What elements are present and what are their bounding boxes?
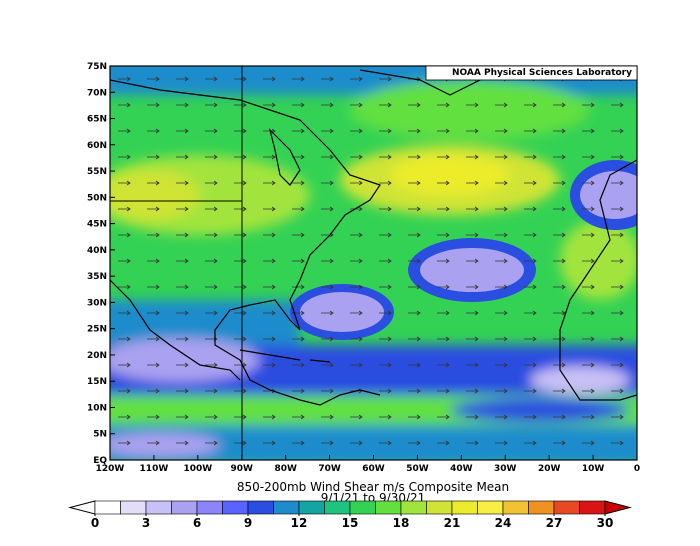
colorbar-box bbox=[120, 500, 147, 515]
colorbar-box bbox=[273, 500, 300, 515]
colorbar-label: 6 bbox=[193, 516, 201, 530]
shear-field bbox=[110, 66, 637, 460]
colorbar-box bbox=[324, 500, 351, 515]
colorbar-box bbox=[400, 500, 427, 515]
axes: 120W 110W 100W 90W 80W 70W 60W 50W 40W 30W 20W 10W 0… bbox=[87, 62, 640, 474]
colorbar-box bbox=[247, 500, 274, 515]
colorbar-box bbox=[298, 500, 325, 515]
x-tick-label: 100W bbox=[183, 464, 212, 474]
colorbar-label: 18 bbox=[393, 516, 410, 530]
y-tick-label: 20N bbox=[87, 351, 107, 361]
y-tick-label: 5N bbox=[93, 430, 107, 440]
colorbar-box bbox=[502, 500, 529, 515]
y-tick-label: 45N bbox=[87, 220, 107, 230]
colorbar-box bbox=[94, 500, 121, 515]
colorbar-box bbox=[222, 500, 249, 515]
colorbar-box bbox=[426, 500, 453, 515]
colorbar-label: 0 bbox=[91, 516, 99, 530]
colorbar-box bbox=[579, 500, 606, 515]
x-tick-label: 40W bbox=[450, 464, 473, 474]
y-tick-label: 75N bbox=[87, 62, 107, 72]
y-tick-label: 30N bbox=[87, 298, 107, 308]
credit-box bbox=[425, 65, 638, 81]
colorbar-over bbox=[604, 500, 632, 515]
colorbar-label: 9 bbox=[244, 516, 252, 530]
y-tick-label: 70N bbox=[87, 88, 107, 98]
colorbar-under bbox=[68, 500, 96, 515]
colorbar-box bbox=[375, 500, 402, 515]
colorbar-box bbox=[553, 500, 580, 515]
colorbar-box bbox=[451, 500, 478, 515]
colorbar-label: 12 bbox=[291, 516, 308, 530]
x-tick-label: 10W bbox=[582, 464, 605, 474]
x-tick-label: 120W bbox=[96, 464, 125, 474]
colorbar-box bbox=[196, 500, 223, 515]
x-tick-label: 90W bbox=[231, 464, 254, 474]
colorbar-box bbox=[477, 500, 504, 515]
colorbar-box bbox=[528, 500, 555, 515]
x-tick-label: 30W bbox=[494, 464, 517, 474]
colorbar-label: 30 bbox=[597, 516, 614, 530]
y-tick-label: EQ bbox=[93, 456, 107, 466]
x-tick-label: 80W bbox=[274, 464, 297, 474]
colorbar-label: 24 bbox=[495, 516, 512, 530]
x-tick-label: 110W bbox=[140, 464, 169, 474]
y-tick-label: 15N bbox=[87, 377, 107, 387]
y-tick-label: 65N bbox=[87, 115, 107, 125]
y-tick-label: 40N bbox=[87, 246, 107, 256]
colorbar-label: 3 bbox=[142, 516, 150, 530]
colorbar-box bbox=[171, 500, 198, 515]
x-tick-label: 50W bbox=[406, 464, 429, 474]
x-tick-label: 70W bbox=[318, 464, 341, 474]
colorbar-label: 21 bbox=[444, 516, 461, 530]
colorbar-label: 15 bbox=[342, 516, 359, 530]
colorbar-box bbox=[349, 500, 376, 515]
colorbar-box bbox=[145, 500, 172, 515]
y-tick-label: 35N bbox=[87, 272, 107, 282]
colorbar-label: 27 bbox=[546, 516, 563, 530]
x-tick-label: 60W bbox=[362, 464, 385, 474]
title: 850-200mb Wind Shear m/s Composite Mean bbox=[237, 480, 509, 494]
credit: NOAA Physical Sciences Laboratory bbox=[452, 68, 632, 78]
x-tick-label: 20W bbox=[538, 464, 561, 474]
colorbar: 0 3 6 9 12 15 18 21 24 27 30 bbox=[68, 500, 632, 530]
x-tick-label: 0 bbox=[634, 464, 640, 474]
y-tick-label: 60N bbox=[87, 141, 107, 151]
y-tick-label: 55N bbox=[87, 167, 107, 177]
y-tick-label: 50N bbox=[87, 193, 107, 203]
y-tick-label: 10N bbox=[87, 403, 107, 413]
y-tick-label: 25N bbox=[87, 325, 107, 335]
